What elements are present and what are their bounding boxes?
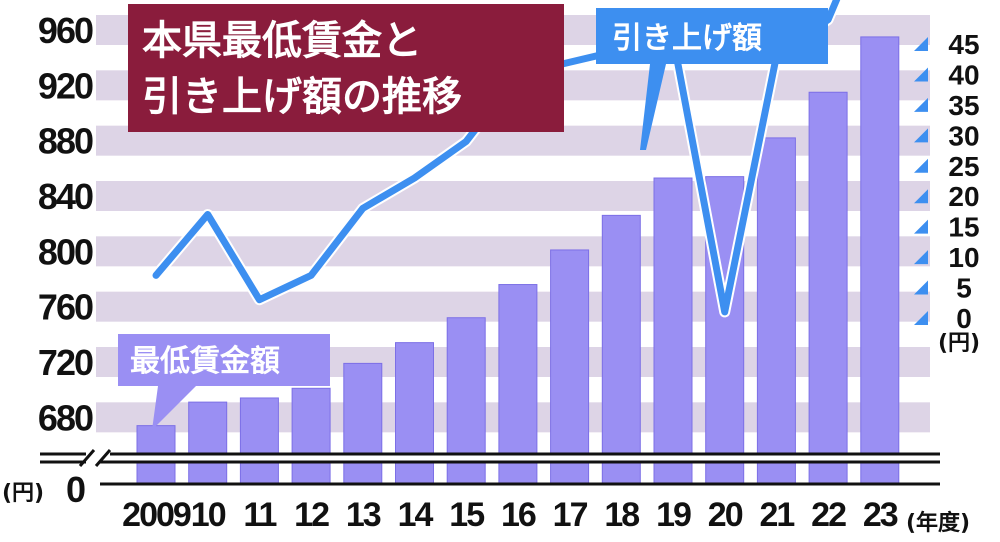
- bar-21: [756, 137, 796, 485]
- x-tick-18: 18: [604, 496, 639, 534]
- right-tick-45: 45: [948, 29, 979, 60]
- left-tick-720: 720: [38, 342, 93, 383]
- right-tick-marker: [914, 158, 928, 173]
- bar-16: [498, 284, 538, 485]
- bar-series-label: 最低賃金額: [130, 344, 280, 379]
- left-axis-ticks: 960 920 880 840 800 760 720 680: [38, 10, 95, 438]
- bar-18: [601, 214, 641, 485]
- right-tick-marker: [914, 189, 928, 204]
- right-tick-marker: [914, 219, 928, 234]
- x-tick-19: 19: [656, 496, 691, 534]
- line-callout-shape: [596, 8, 828, 150]
- right-tick-5: 5: [956, 273, 972, 304]
- right-tick-marker: [914, 280, 928, 295]
- bar-17: [550, 249, 590, 485]
- bar-series-callout: 最低賃金額: [118, 334, 330, 430]
- right-tick-15: 15: [948, 212, 979, 243]
- left-axis-unit: (円): [2, 481, 44, 506]
- right-tick-marker: [914, 128, 928, 143]
- axis-break: [40, 449, 940, 486]
- left-tick-840: 840: [38, 176, 93, 217]
- bar-10: [188, 401, 228, 485]
- left-tick-760: 760: [38, 287, 93, 328]
- x-tick-11: 11: [243, 496, 276, 534]
- right-tick-marker: [914, 37, 928, 51]
- right-axis-unit: (円): [938, 331, 980, 356]
- chart-title: 本県最低賃金と 引き上げ額の推移: [128, 4, 564, 132]
- x-tick-16: 16: [501, 496, 536, 534]
- title-line-2: 引き上げ額の推移: [142, 74, 462, 120]
- x-axis-ticks: 2009 10 11 12 13 14 15 16 17 18 19 20 21 22 23: [122, 496, 900, 534]
- bar-19: [653, 177, 693, 485]
- right-tick-marker: [914, 311, 928, 325]
- left-axis-break-label: 0: [66, 469, 85, 510]
- left-tick-880: 880: [38, 121, 93, 162]
- bar-22: [808, 91, 848, 485]
- title-box: [128, 4, 564, 132]
- right-tick-25: 25: [948, 151, 979, 182]
- x-tick-15: 15: [449, 496, 484, 534]
- x-tick-22: 22: [811, 496, 846, 534]
- bar-11: [239, 397, 279, 485]
- bar-13: [343, 362, 383, 485]
- right-tick-35: 35: [948, 90, 979, 121]
- right-tick-30: 30: [948, 120, 979, 151]
- x-tick-23: 23: [863, 496, 898, 534]
- right-tick-0: 0: [956, 303, 972, 334]
- line-series-callout: 引き上げ額: [596, 8, 828, 150]
- right-tick-marker: [914, 67, 928, 82]
- right-tick-marker: [914, 97, 928, 112]
- right-tick-marker: [914, 250, 928, 265]
- bar-12: [291, 387, 331, 485]
- title-line-1: 本県最低賃金と: [142, 18, 422, 64]
- x-axis-unit: (年度): [906, 510, 970, 536]
- right-tick-40: 40: [948, 59, 979, 90]
- stripe-band: [96, 181, 930, 211]
- bar-23: [860, 36, 900, 485]
- left-tick-680: 680: [38, 397, 93, 438]
- x-tick-20: 20: [708, 496, 743, 534]
- bar-series-min-wage: [96, 36, 936, 485]
- x-tick-2009: 2009: [122, 496, 191, 534]
- left-tick-800: 800: [38, 231, 93, 272]
- x-tick-14: 14: [398, 496, 434, 534]
- x-tick-12: 12: [294, 496, 329, 534]
- bar-callout-shape: [118, 334, 330, 430]
- left-tick-920: 920: [38, 65, 93, 106]
- right-tick-20: 20: [948, 181, 979, 212]
- x-tick-10: 10: [191, 496, 226, 534]
- x-tick-21: 21: [759, 496, 794, 534]
- x-tick-13: 13: [346, 496, 381, 534]
- left-tick-960: 960: [38, 10, 93, 51]
- break-gap: [96, 455, 936, 461]
- line-series-label: 引き上げ額: [612, 21, 762, 56]
- x-tick-17: 17: [553, 496, 588, 534]
- right-tick-10: 10: [948, 242, 979, 273]
